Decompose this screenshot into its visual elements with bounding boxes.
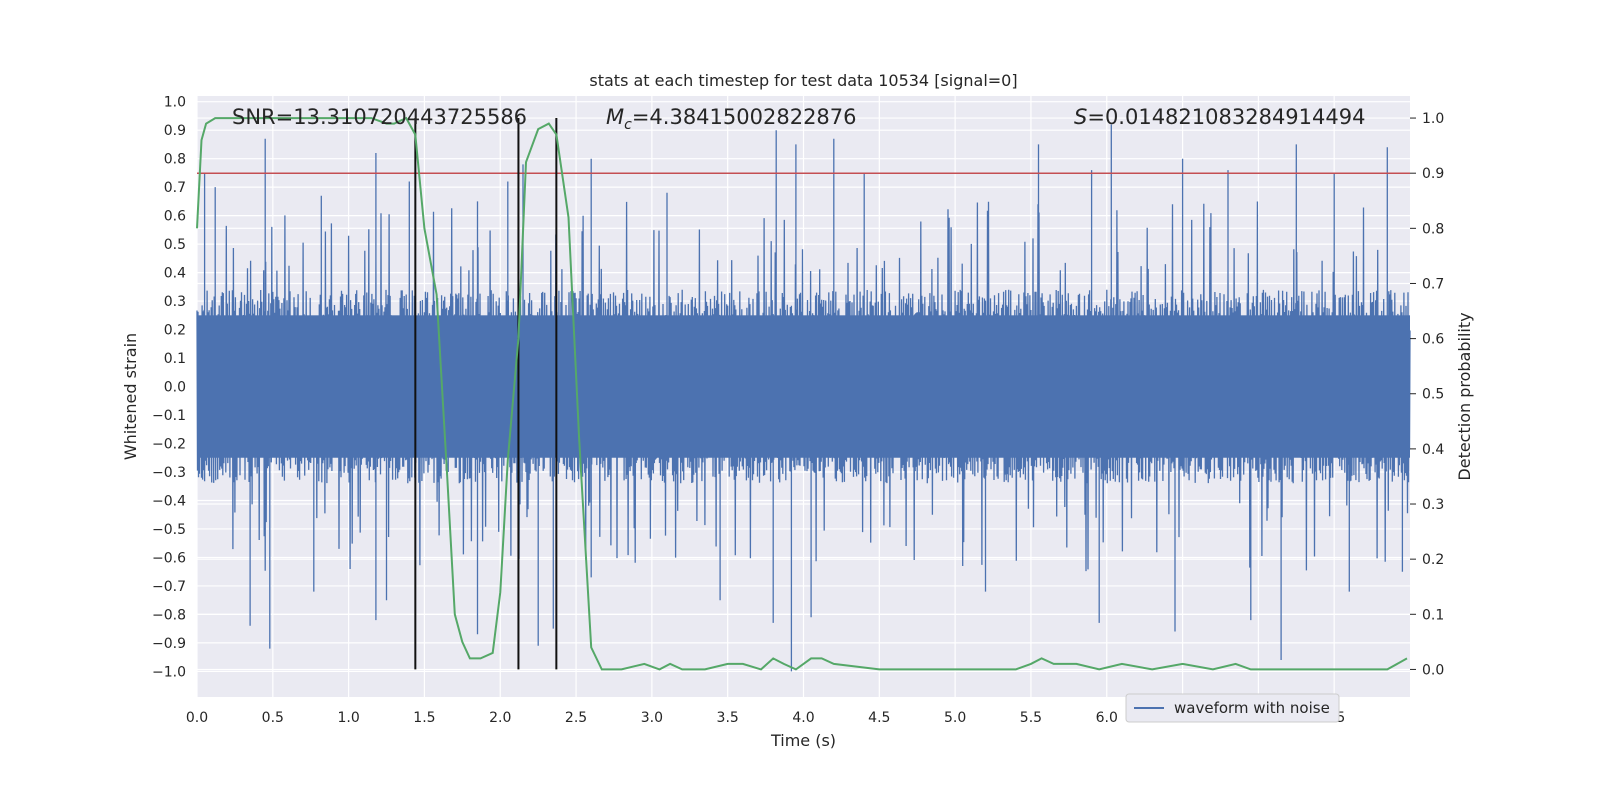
s-symbol: S <box>1074 105 1087 129</box>
y2-tick-label: 0.4 <box>1422 442 1444 458</box>
x-tick-label: 5.0 <box>944 710 966 726</box>
x-tick-label: 1.5 <box>413 710 435 726</box>
legend-box <box>1125 693 1340 723</box>
y-tick-label: −0.6 <box>152 550 186 566</box>
y-tick-label: −0.1 <box>152 408 186 424</box>
x-tick-label: 4.0 <box>792 710 814 726</box>
legend: waveform with noise <box>1125 693 1340 723</box>
snr-annotation: SNR=13.310720443725586 <box>232 105 527 129</box>
s-annotation: S=0.014821083284914494 <box>1074 105 1365 129</box>
y-tick-label: −0.9 <box>152 636 186 652</box>
y-tick-label: 0.6 <box>164 209 186 225</box>
y-tick-label: 0.4 <box>164 266 186 282</box>
y2-tick-label: 0.3 <box>1422 497 1444 513</box>
y-tick-label: 0.5 <box>164 237 186 253</box>
y2-tick-label: 0.7 <box>1422 276 1444 292</box>
probability-series-group <box>196 116 1408 671</box>
x-tick-label: 1.0 <box>337 710 359 726</box>
x-tick-label: 3.5 <box>717 710 739 726</box>
y2-tick-label: 0.1 <box>1422 607 1444 623</box>
s-value: =0.014821083284914494 <box>1087 105 1365 129</box>
x-tick-label: 2.0 <box>489 710 511 726</box>
y-tick-label: 0.1 <box>164 351 186 367</box>
y-tick-label: 0.7 <box>164 180 186 196</box>
x-tick-label: 6.0 <box>1096 710 1118 726</box>
legend-label: waveform with noise <box>1174 699 1330 717</box>
y-tick-label: 0.2 <box>164 323 186 339</box>
x-tick-label: 0.0 <box>186 710 208 726</box>
x-tick-label: 3.0 <box>641 710 663 726</box>
y-tick-label: −0.5 <box>152 522 186 538</box>
y2-tick-label: 1.0 <box>1422 111 1444 127</box>
y-tick-label: 1.0 <box>164 95 186 111</box>
x-tick-label: 4.5 <box>868 710 890 726</box>
y-tick-label: −0.2 <box>152 436 186 452</box>
y2-tick-label: 0.5 <box>1422 387 1444 403</box>
mc-value: =4.38415002822876 <box>632 105 857 129</box>
y-tick-label: 0.8 <box>164 152 186 168</box>
y2-tick-label: 0.0 <box>1422 662 1444 678</box>
vertical-markers <box>414 118 558 670</box>
y-tick-label: 0.9 <box>164 123 186 139</box>
y-axis-label: Whitened strain <box>121 333 140 460</box>
y2-axis-label: Detection probability <box>1455 312 1474 480</box>
x-axis-label: Time (s) <box>770 731 836 750</box>
y-tick-label: −0.4 <box>152 493 186 509</box>
y-tick-label: −1.0 <box>152 664 186 680</box>
y-tick-label: 0.0 <box>164 380 186 396</box>
y-tick-label: 0.3 <box>164 294 186 310</box>
y2-tick-labels: 1.0 0.9 0.8 0.7 0.6 0.5 0.4 0.3 0.2 0.1 0.0 <box>1410 111 1444 678</box>
mc-symbol: M <box>606 105 624 129</box>
x-tick-label: 0.5 <box>262 710 284 726</box>
x-tick-label: 2.5 <box>565 710 587 726</box>
y-tick-labels: 1.0 0.9 0.8 0.7 0.6 0.5 0.4 0.3 0.2 0.1 0.0 −0.1 −0.… <box>152 95 186 681</box>
chirp-mass-annotation: Mc=4.38415002822876 <box>606 105 857 133</box>
y2-tick-label: 0.2 <box>1422 552 1444 568</box>
waveform-series <box>196 124 1411 672</box>
waveform-core-band <box>197 315 1410 458</box>
y-tick-label: −0.7 <box>152 579 186 595</box>
y-tick-label: −0.3 <box>152 465 186 481</box>
y-tick-label: −0.8 <box>152 607 186 623</box>
y2-tick-label: 0.6 <box>1422 332 1444 348</box>
probability-line <box>196 116 1408 671</box>
y2-tick-label: 0.9 <box>1422 166 1444 182</box>
mc-subscript: c <box>624 117 632 133</box>
y2-tick-label: 0.8 <box>1422 221 1444 237</box>
chart-title: stats at each timestep for test data 105… <box>589 71 1017 90</box>
x-tick-label: 5.5 <box>1020 710 1042 726</box>
